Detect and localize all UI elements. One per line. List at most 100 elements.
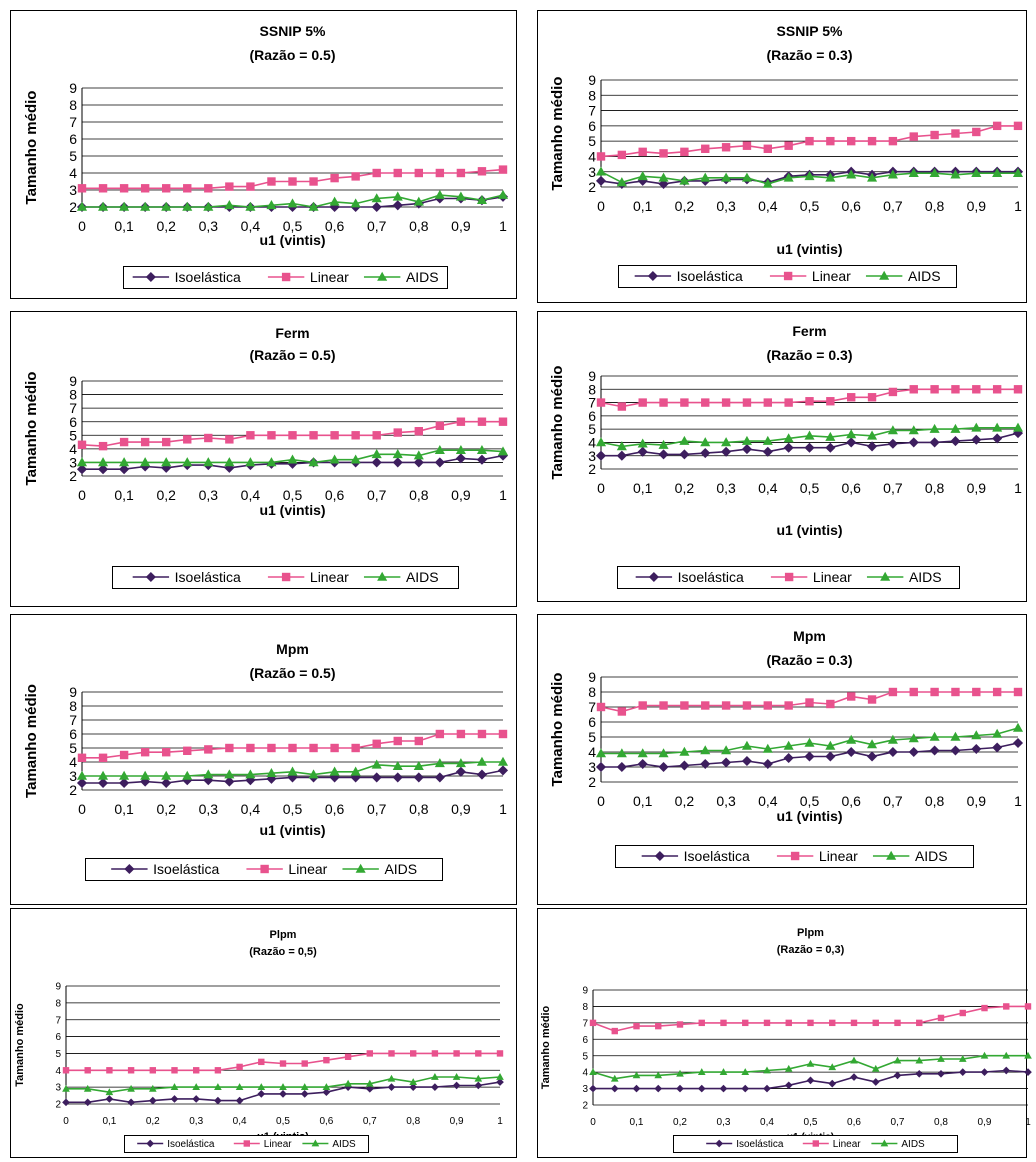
- data-point: [804, 171, 815, 181]
- x-tick-label: 0,5: [800, 198, 820, 214]
- data-point: [162, 748, 171, 757]
- data-point: [950, 745, 961, 756]
- data-point: [742, 701, 752, 710]
- data-point: [595, 450, 607, 461]
- x-tick-label: 0,1: [633, 198, 653, 214]
- data-point: [119, 750, 129, 760]
- data-point: [638, 147, 647, 157]
- data-point: [393, 428, 402, 437]
- data-point: [119, 437, 129, 447]
- data-point: [616, 450, 627, 461]
- data-point: [119, 457, 130, 467]
- x-tick-label: 0,8: [409, 487, 429, 503]
- data-point: [257, 1083, 266, 1091]
- data-point: [182, 201, 193, 211]
- x-tick-label: 0,9: [967, 480, 987, 496]
- x-tick-label: 0,2: [146, 1116, 160, 1127]
- data-point: [908, 167, 919, 178]
- legend-label: AIDS: [406, 269, 439, 285]
- y-axis-label: Tamanho médio: [540, 1005, 552, 1089]
- data-point: [992, 167, 1003, 178]
- data-point: [371, 193, 382, 203]
- chart-title: Mpm: [793, 628, 826, 644]
- data-point: [887, 169, 898, 179]
- x-tick-label: 1: [497, 1116, 503, 1127]
- data-point: [887, 734, 898, 744]
- data-point: [742, 1019, 749, 1027]
- data-point: [971, 167, 982, 178]
- data-point: [638, 398, 647, 407]
- data-point: [741, 1084, 750, 1093]
- y-tick-label: 8: [588, 381, 596, 397]
- data-point: [701, 398, 710, 407]
- data-point: [371, 759, 382, 769]
- x-tick-label: 0,3: [716, 793, 736, 809]
- data-point: [246, 743, 255, 753]
- y-tick-label: 7: [588, 699, 596, 715]
- data-point: [887, 425, 898, 435]
- data-point: [76, 770, 88, 780]
- x-axis-label: u1 (vintis): [776, 241, 842, 257]
- data-point: [655, 1022, 662, 1030]
- data-point: [846, 429, 857, 439]
- y-tick-label: 4: [69, 441, 77, 457]
- data-point: [149, 1067, 156, 1074]
- data-point: [741, 755, 752, 767]
- data-point: [893, 1056, 902, 1064]
- x-tick-label: 1: [499, 487, 507, 503]
- data-point: [287, 766, 298, 776]
- x-tick-label: 0,6: [841, 198, 861, 214]
- data-point: [637, 446, 648, 457]
- y-tick-label: 7: [69, 712, 77, 728]
- x-tick-label: 0,7: [367, 487, 387, 503]
- data-point: [455, 191, 466, 201]
- data-point: [413, 772, 424, 783]
- data-point: [915, 1056, 924, 1064]
- chart-subtitle: (Razão = 0.3): [767, 47, 853, 63]
- data-point: [162, 184, 171, 193]
- x-tick-label: 0,6: [847, 1117, 861, 1128]
- data-point: [741, 740, 752, 750]
- data-point: [350, 198, 361, 208]
- data-point: [867, 172, 878, 182]
- data-point: [909, 687, 918, 697]
- data-point: [140, 770, 151, 780]
- x-tick-label: 0,5: [283, 218, 303, 234]
- data-point: [497, 756, 509, 766]
- data-point: [224, 776, 235, 787]
- data-point: [700, 758, 711, 770]
- legend-marker: [146, 1139, 155, 1148]
- y-tick-label: 9: [69, 80, 77, 96]
- x-tick-label: 0,6: [841, 793, 861, 809]
- data-point: [162, 437, 171, 447]
- data-point: [267, 743, 276, 753]
- data-point: [784, 141, 793, 150]
- data-point: [267, 431, 276, 440]
- data-point: [894, 1019, 901, 1027]
- data-point: [805, 698, 814, 707]
- data-point: [431, 1073, 439, 1080]
- data-point: [365, 1079, 374, 1087]
- data-point: [203, 201, 214, 211]
- data-point: [700, 437, 711, 447]
- legend-label: AIDS: [332, 1139, 356, 1150]
- data-point: [413, 450, 424, 460]
- data-point: [453, 1050, 460, 1057]
- data-point: [392, 772, 403, 783]
- data-point: [632, 1071, 641, 1079]
- y-tick-label: 4: [588, 434, 596, 450]
- data-point: [246, 431, 255, 440]
- y-axis-label: Tamanho médio: [23, 372, 40, 486]
- legend-label: Linear: [812, 268, 851, 284]
- data-point: [225, 743, 234, 753]
- data-point: [77, 440, 87, 449]
- data-point: [279, 1083, 287, 1091]
- legend-marker: [880, 1139, 889, 1147]
- data-point: [434, 758, 445, 768]
- data-point: [679, 746, 690, 756]
- data-point: [366, 1050, 373, 1057]
- y-tick-label: 4: [69, 165, 77, 181]
- data-point: [847, 136, 856, 146]
